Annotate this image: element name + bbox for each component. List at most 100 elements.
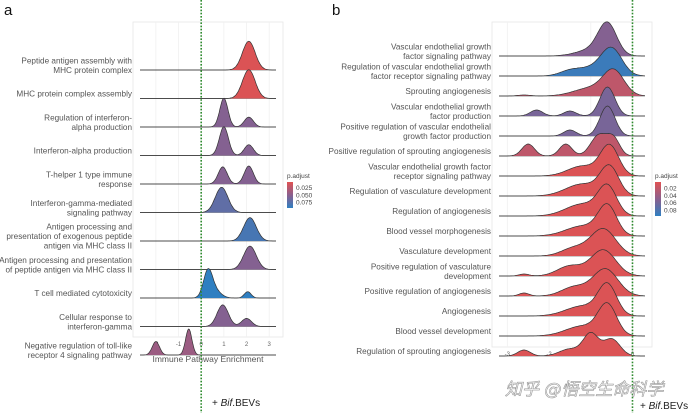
- ridge-density: [140, 69, 276, 99]
- treatment-label-b: + Bif.BEVs: [640, 401, 688, 412]
- treatment-prefix: +: [640, 401, 649, 412]
- row-label: receptor 4 signaling pathway: [28, 351, 133, 360]
- ridge-row: Regulation of sprouting angiogenesis: [356, 331, 645, 357]
- row-label: Positive regulation of sprouting angioge…: [329, 147, 492, 156]
- row-label: Sprouting angiogenesis: [405, 87, 491, 96]
- row-label: Positive regulation of vascular endothel…: [340, 122, 491, 131]
- row-label: signaling pathway: [67, 208, 133, 217]
- ridge-row: Negative regulation of toll-likereceptor…: [25, 328, 276, 360]
- legend-title: p.adjust: [287, 173, 310, 180]
- ridge-row: Interferon-alpha production: [34, 126, 276, 156]
- ridge-density: [140, 41, 276, 70]
- panel-a-label: a: [4, 2, 13, 19]
- ridge-outline: [140, 40, 276, 71]
- ridge-outline: [140, 69, 276, 99]
- ridge-outline: [499, 133, 645, 157]
- ridge-outline: [499, 105, 645, 137]
- row-label: Regulation of interferon-: [44, 113, 132, 122]
- ridge-outline: [499, 228, 645, 257]
- ridge-outline: [499, 164, 645, 197]
- ridge-row: Blood vessel development: [395, 302, 645, 337]
- ridge-density: [140, 166, 276, 184]
- row-label: MHC protein complex: [53, 66, 132, 75]
- ridge-outline: [499, 302, 645, 337]
- legend-colorbar: [287, 182, 293, 208]
- watermark: 知乎 @悟空生命科学: [505, 380, 665, 400]
- ridge-outline: [140, 217, 276, 242]
- treatment-italic: Bif: [649, 401, 662, 412]
- ridge-density: [140, 246, 276, 270]
- row-label: Vascular endothelial growth factor: [368, 162, 491, 171]
- ridge-row: MHC protein complex assembly: [16, 69, 276, 99]
- ridge-outline: [499, 249, 645, 277]
- row-label: Regulation of vascular endothelial growt…: [341, 62, 491, 71]
- ridge-outline: [499, 68, 646, 97]
- row-label: factor receptor signaling pathway: [371, 72, 492, 81]
- row-label: receptor signaling pathway: [394, 172, 492, 181]
- row-label: presentation of exogenous peptide: [6, 232, 132, 241]
- row-label: antigen via MHC class II: [44, 242, 132, 251]
- row-label: T-helper 1 type immune: [46, 170, 132, 179]
- ridge-outline: [499, 331, 645, 357]
- ridge-outline: [499, 21, 645, 57]
- row-label: Interferon-alpha production: [34, 147, 133, 156]
- treatment-label-a: + Bif.BEVs: [212, 398, 260, 409]
- ridge-density: [499, 106, 645, 136]
- treatment-suffix: .BEVs: [660, 401, 688, 412]
- row-label: MHC protein complex assembly: [16, 90, 132, 99]
- x-tick-label: 3: [268, 342, 272, 348]
- row-label: of peptide antigen via MHC class II: [5, 265, 132, 274]
- row-label: Blood vessel development: [395, 327, 491, 336]
- row-label: Regulation of sprouting angiogenesis: [356, 347, 491, 356]
- panel-b-chart: -3-2-10Vascular endothelial growthfactor…: [329, 21, 678, 358]
- x-tick-label: 1: [222, 342, 226, 348]
- row-label: T cell mediated cytotoxicity: [34, 289, 133, 298]
- ridge-density: [140, 217, 276, 241]
- row-label: response: [98, 180, 132, 189]
- row-label: Positive regulation of angiogenesis: [364, 287, 491, 296]
- ridge-outline: [140, 328, 276, 356]
- ridge-row: T cell mediated cytotoxicity: [34, 268, 276, 299]
- row-label: Positive regulation of vasculature: [371, 262, 492, 271]
- ridge-outline: [499, 46, 645, 77]
- row-label: alpha production: [71, 123, 132, 132]
- ridge-outline: [140, 186, 276, 213]
- x-tick-label: 2: [245, 342, 249, 348]
- ridge-outline: [140, 126, 276, 156]
- x-tick-label: 0: [200, 342, 204, 348]
- ridge-outline: [499, 143, 645, 177]
- treatment-suffix: .BEVs: [232, 398, 260, 409]
- row-label: Peptide antigen assembly with: [21, 56, 132, 65]
- x-axis-title: Immune Pathway Enrichment: [152, 354, 264, 364]
- row-label: Interferon-gamma-mediated: [31, 199, 133, 208]
- legend-tick-label: 0.050: [296, 192, 313, 199]
- ridge-density: [140, 329, 276, 355]
- row-label: Angiogenesis: [442, 307, 491, 316]
- ridge-density: [499, 332, 645, 356]
- ridge-density: [499, 47, 645, 76]
- treatment-prefix: +: [212, 398, 221, 409]
- legend-tick-label: 0.025: [296, 185, 313, 192]
- row-label: Regulation of angiogenesis: [392, 207, 491, 216]
- row-label: Antigen processing and: [46, 223, 132, 232]
- ridge-row: Vasculature development: [399, 228, 645, 257]
- ridge-outline: [140, 97, 276, 128]
- row-label: Negative regulation of toll-like: [25, 341, 133, 350]
- row-label: growth factor production: [403, 132, 491, 141]
- row-label: Vasculature development: [399, 247, 492, 256]
- legend-colorbar: [655, 182, 661, 216]
- treatment-italic: Bif: [221, 398, 234, 409]
- row-label: development: [444, 272, 492, 281]
- ridge-outline: [499, 282, 645, 317]
- ridge-outline: [499, 183, 645, 217]
- legend-tick-label: 0.075: [296, 200, 313, 207]
- x-tick-label: -3: [505, 352, 511, 358]
- ridge-outline: [140, 165, 276, 185]
- ridge-density: [499, 302, 645, 336]
